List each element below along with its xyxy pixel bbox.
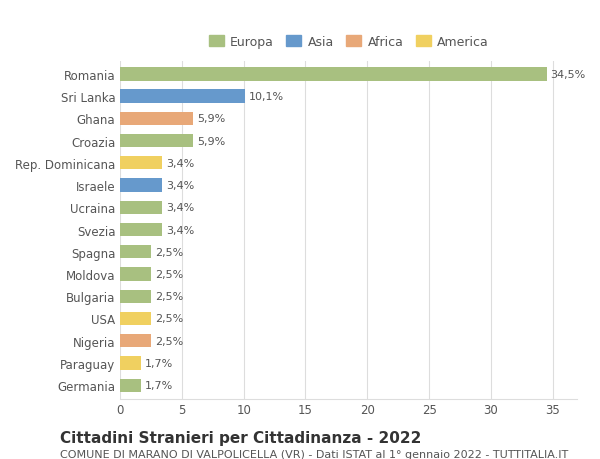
Bar [120,224,162,237]
Text: 2,5%: 2,5% [155,336,183,346]
Bar [120,68,547,81]
Bar [120,379,141,392]
Bar [120,312,151,325]
Text: 10,1%: 10,1% [248,92,284,102]
Text: 2,5%: 2,5% [155,269,183,280]
Text: 3,4%: 3,4% [166,203,194,213]
Text: COMUNE DI MARANO DI VALPOLICELLA (VR) - Dati ISTAT al 1° gennaio 2022 - TUTTITAL: COMUNE DI MARANO DI VALPOLICELLA (VR) - … [60,449,568,459]
Text: 3,4%: 3,4% [166,181,194,190]
Bar [120,179,162,192]
Bar [120,268,151,281]
Bar [120,357,141,370]
Text: 34,5%: 34,5% [550,70,586,80]
Bar [120,157,162,170]
Bar [120,201,162,214]
Text: 2,5%: 2,5% [155,291,183,302]
Text: 2,5%: 2,5% [155,247,183,257]
Text: 2,5%: 2,5% [155,314,183,324]
Text: 3,4%: 3,4% [166,225,194,235]
Text: 5,9%: 5,9% [197,114,225,124]
Text: 5,9%: 5,9% [197,136,225,146]
Text: 1,7%: 1,7% [145,358,173,368]
Bar [120,134,193,148]
Bar [120,246,151,259]
Text: Cittadini Stranieri per Cittadinanza - 2022: Cittadini Stranieri per Cittadinanza - 2… [60,430,421,445]
Bar [120,290,151,303]
Text: 1,7%: 1,7% [145,381,173,390]
Bar [120,112,193,126]
Text: 3,4%: 3,4% [166,158,194,168]
Bar [120,334,151,347]
Legend: Europa, Asia, Africa, America: Europa, Asia, Africa, America [203,30,494,53]
Bar [120,90,245,104]
